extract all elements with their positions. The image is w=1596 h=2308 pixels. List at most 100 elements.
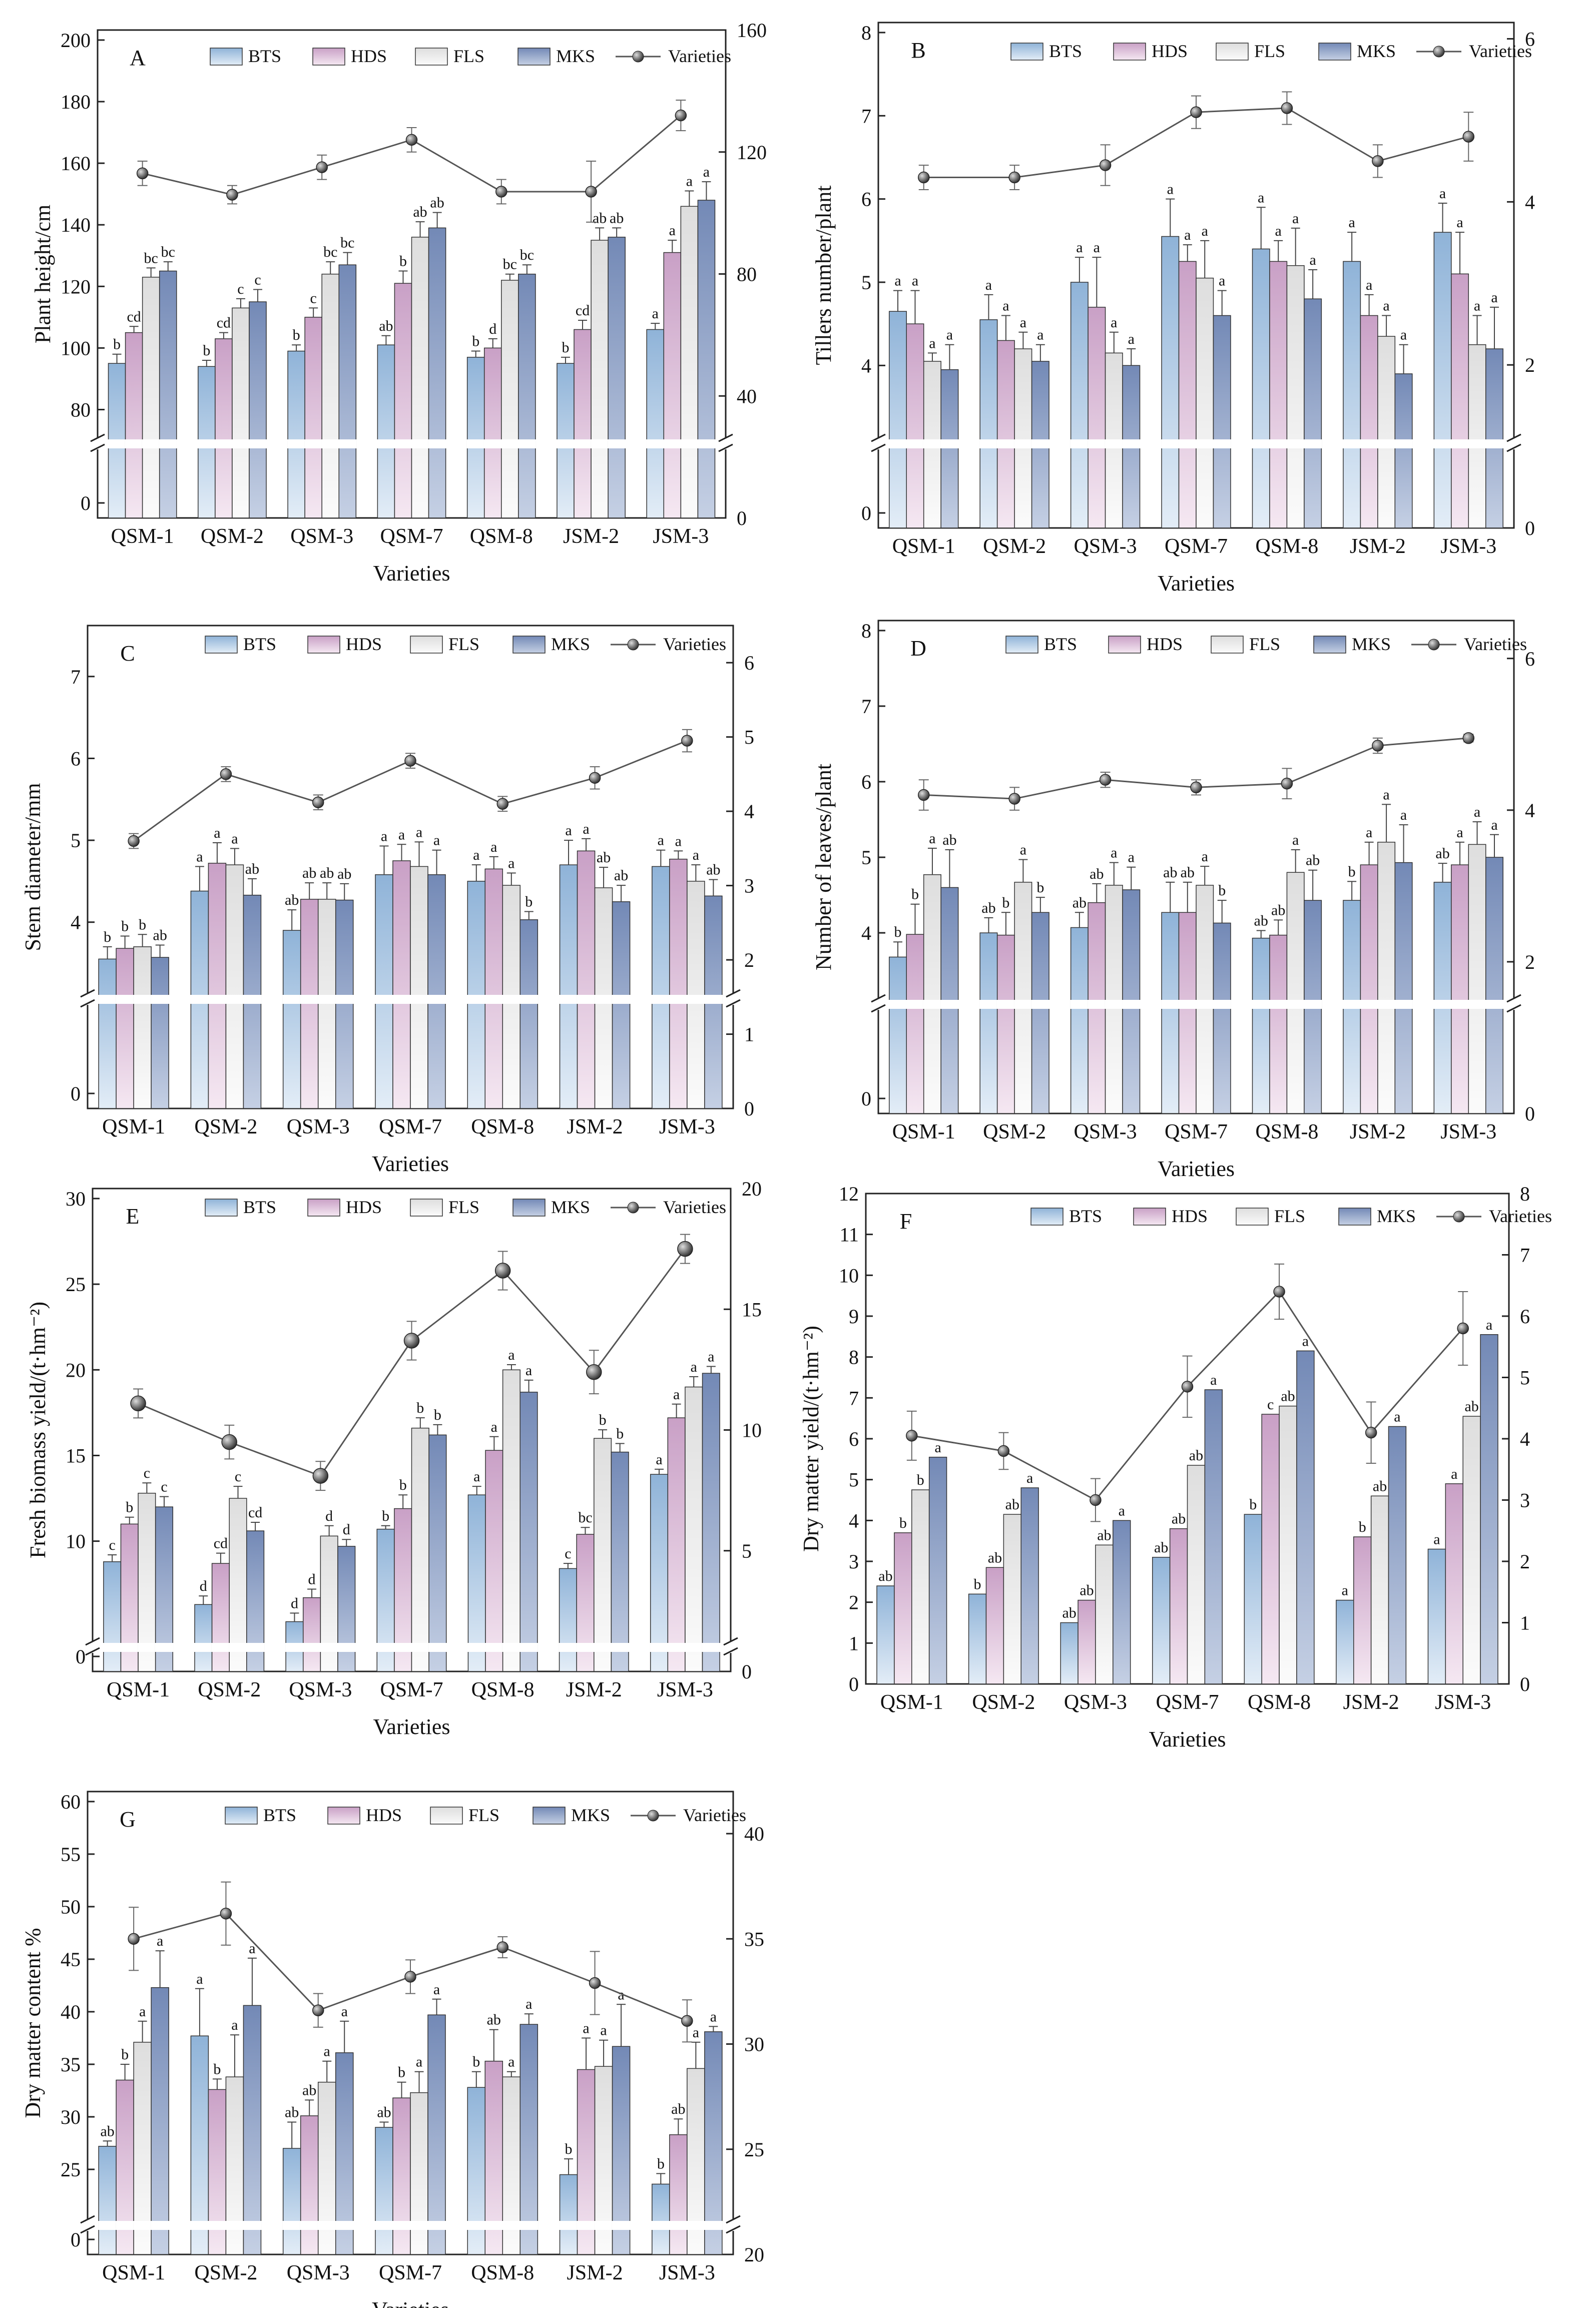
significance-letter: b: [894, 924, 902, 940]
x-tick-label: QSM-8: [470, 525, 533, 548]
panel-letter: D: [910, 636, 926, 661]
axis-break-mark: [1506, 994, 1521, 1013]
bar-break-gap: [669, 2221, 688, 2230]
significance-letter: a: [583, 821, 589, 837]
bar-break-gap: [411, 439, 429, 448]
bar-break-gap: [116, 995, 135, 1004]
varieties-point: [589, 772, 601, 784]
y2-tick-label: 2: [1520, 1550, 1530, 1573]
varieties-point: [1099, 774, 1112, 786]
y-tick-label: 60: [61, 1791, 81, 1813]
legend-swatch-bts: [1030, 1208, 1063, 1226]
bar-break-gap: [194, 1643, 213, 1652]
significance-letter: a: [1366, 277, 1372, 293]
significance-letter: a: [214, 825, 220, 841]
significance-letter: d: [308, 1571, 316, 1587]
y2-tick-label: 2: [1525, 951, 1535, 973]
significance-letter: a: [196, 1971, 203, 1987]
legend-swatch-hds: [307, 636, 340, 654]
bar-break-gap: [392, 2221, 411, 2230]
significance-letter: ab: [1281, 1388, 1295, 1405]
bar-break-gap: [246, 1643, 265, 1652]
bar-mks: [1213, 315, 1231, 528]
legend-line-marker: [1428, 639, 1440, 651]
bar-break-gap: [1450, 1000, 1469, 1009]
y2-tick-label: 4: [1525, 191, 1535, 213]
significance-letter: a: [1128, 849, 1135, 866]
x-tick-label: QSM-2: [201, 525, 264, 548]
axis-break-mark: [85, 1637, 100, 1656]
legend-label-varieties: Varieties: [663, 1197, 726, 1217]
bar-bts: [377, 344, 395, 518]
bar-break-gap: [393, 1643, 412, 1652]
y-axis-title: Plant height/cm: [31, 205, 55, 343]
significance-letter: ab: [706, 862, 720, 878]
varieties-point: [496, 798, 509, 810]
bar-break-gap: [1377, 439, 1396, 448]
chart-panel-G: G 0 25 30 35 40 45 50 55 60 20 25 30 35 40 Dry matter c…: [21, 1791, 764, 2308]
legend-label-mks: MKS: [1352, 634, 1391, 654]
significance-letter: a: [1202, 223, 1208, 239]
bar-fls: [411, 237, 429, 518]
x-tick-label: QSM-7: [379, 1115, 442, 1138]
y2-tick-label: 30: [744, 2033, 764, 2056]
bar-fls: [410, 866, 428, 1109]
bar-break-gap: [190, 2221, 209, 2230]
varieties-point: [917, 171, 930, 184]
bar-break-gap: [608, 439, 626, 448]
panel-letter: F: [900, 1209, 912, 1234]
significance-letter: bc: [161, 244, 175, 260]
significance-letter: a: [708, 1348, 714, 1365]
varieties-point: [1181, 1381, 1194, 1393]
significance-letter: a: [324, 2043, 330, 2060]
significance-letter: a: [1456, 824, 1463, 841]
bar-break-gap: [1433, 439, 1452, 448]
legend-label-bts: BTS: [1044, 634, 1077, 654]
significance-letter: ab: [878, 1568, 892, 1584]
bar-break-gap: [502, 995, 521, 1004]
significance-letter: a: [703, 164, 710, 180]
x-tick-label: JSM-2: [567, 2261, 623, 2284]
significance-letter: a: [1292, 832, 1299, 848]
significance-letter: a: [249, 1940, 255, 1957]
bar-fls: [229, 1498, 247, 1672]
bar-break-gap: [427, 2221, 446, 2230]
bar-break-gap: [1088, 1000, 1106, 1009]
bar-hds: [485, 1450, 503, 1672]
x-tick-label: JSM-3: [657, 1678, 713, 1701]
bar-mks: [151, 1987, 169, 2255]
significance-letter: a: [675, 833, 682, 849]
significance-letter: b: [562, 339, 569, 356]
bar-mks: [1485, 348, 1503, 528]
y2-tick-label: 0: [744, 1097, 754, 1120]
significance-letter: a: [1026, 1470, 1033, 1486]
significance-letter: a: [691, 1359, 697, 1375]
varieties-point: [1008, 793, 1020, 805]
significance-letter: a: [1348, 214, 1355, 231]
bar-break-gap: [646, 439, 665, 448]
varieties-point: [130, 1395, 146, 1412]
significance-letter: b: [293, 327, 300, 343]
bar-fls: [680, 206, 699, 518]
bar-bts: [1336, 1599, 1354, 1684]
bar-break-gap: [320, 1643, 338, 1652]
significance-letter: a: [658, 832, 664, 849]
y-tick-label: 2: [849, 1591, 859, 1614]
y-axis-title: Number of leaves/plant: [811, 764, 836, 970]
varieties-point: [1281, 102, 1293, 114]
axis-break-mark: [726, 2215, 741, 2234]
x-tick-label: JSM-3: [1440, 535, 1496, 558]
bar-break-gap: [1394, 439, 1413, 448]
bar-break-gap: [466, 439, 485, 448]
bar-mks: [1304, 298, 1322, 528]
axis-break-mark: [90, 433, 105, 452]
x-axis-title: Varieties: [373, 561, 450, 586]
significance-letter: bc: [503, 256, 517, 273]
bar-bts: [652, 2183, 670, 2255]
varieties-point: [1372, 155, 1384, 167]
significance-letter: a: [673, 1386, 680, 1403]
significance-letter: ab: [1254, 913, 1268, 929]
bar-hds: [906, 934, 924, 1114]
bar-fls: [1377, 336, 1396, 528]
significance-letter: ab: [153, 927, 167, 944]
